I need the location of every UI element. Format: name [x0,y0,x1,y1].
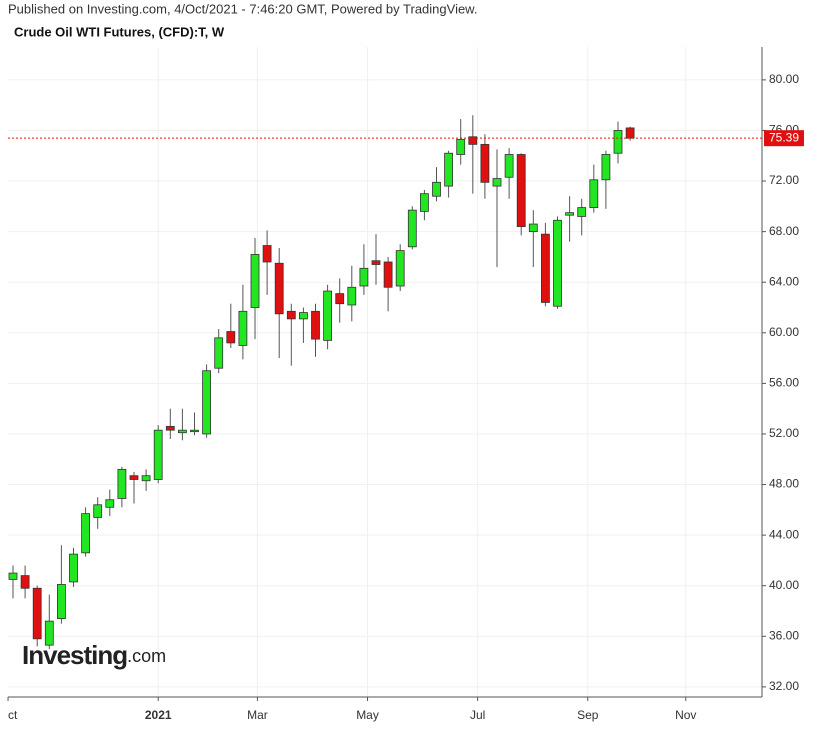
candle-body [117,468,127,499]
candle-body [553,219,562,307]
x-tick-label: Nov [675,708,696,722]
candle-body [395,250,405,287]
candle-body [407,209,417,248]
y-tick-label: 32.00 [769,679,799,693]
chart-title: Crude Oil WTI Futures, (CFD):T, W [14,24,225,39]
candle-body [516,154,526,227]
candle-body [190,429,199,433]
x-tick-label: Mar [247,708,268,722]
candle-body [262,245,272,263]
candle-body [335,293,345,305]
y-tick-label: 36.00 [769,628,799,642]
candle-body [153,429,163,480]
last-price-label: 75.39 [769,130,799,144]
plot-area: 32.00 36.00 40.00 44.00 48.00 52.00 56.00 60.00… [7,47,804,722]
candle-body [56,584,66,619]
candle-body [565,212,575,216]
candle-body [625,127,635,139]
candle-body [32,587,42,640]
candle-body [44,620,54,646]
candle-body [613,130,623,154]
x-tick-label: ct [8,708,18,722]
candle-body [347,286,357,306]
candle-body [69,553,78,583]
y-tick-label: 68.00 [769,224,799,238]
x-tick-label: 2021 [145,708,172,722]
y-tick-label: 64.00 [769,274,799,288]
published-note: Published on Investing.com, 4/Oct/2021 -… [8,1,477,16]
y-tick-label: 60.00 [769,325,799,339]
candle-body [226,331,236,344]
y-tick-label: 48.00 [769,477,799,491]
y-tick-label: 52.00 [769,426,799,440]
y-tick-label: 80.00 [769,72,799,86]
candle-body [444,152,454,187]
candle-body [238,310,248,346]
candle-body [141,475,151,482]
candle-body [299,312,308,320]
candle-body [93,504,103,518]
candle-body [165,425,175,431]
watermark-main: Investing [22,640,127,670]
candle-body [202,370,212,435]
candle-body [8,572,18,580]
candle-body [274,262,284,315]
watermark-suffix: .com [127,646,166,666]
candle-body [541,233,550,303]
candle-body [214,337,224,369]
candle-body [432,181,441,197]
candle-body [468,136,478,145]
y-tick-label: 56.00 [769,376,799,390]
y-tick-label: 40.00 [769,578,799,592]
candle-body [105,499,115,508]
candle-body [589,179,599,209]
candle-body [81,513,90,554]
y-tick-label: 44.00 [769,527,799,541]
candle-body [528,223,538,233]
watermark: Investing.com [22,640,166,670]
candle-body [456,138,466,155]
candle-body [504,154,514,178]
candle-body [129,475,139,480]
candle-body [323,290,333,341]
candle-body [250,253,260,308]
candle-body [20,575,30,589]
candle-body [178,429,187,434]
x-tick-label: Sep [577,708,599,722]
x-tick-label: May [356,708,379,722]
candle-body [480,143,490,183]
candle-body [577,207,587,217]
candle-body [286,310,296,320]
y-tick-label: 72.00 [769,173,799,187]
candle-body [383,261,393,288]
candle-body [371,260,381,265]
candle-body [601,154,611,181]
candle-body [311,310,320,340]
x-tick-label: Jul [470,708,485,722]
candle-body [420,193,429,212]
last-price-box [764,130,804,147]
candle-body [492,178,502,187]
candle-body [359,267,369,287]
